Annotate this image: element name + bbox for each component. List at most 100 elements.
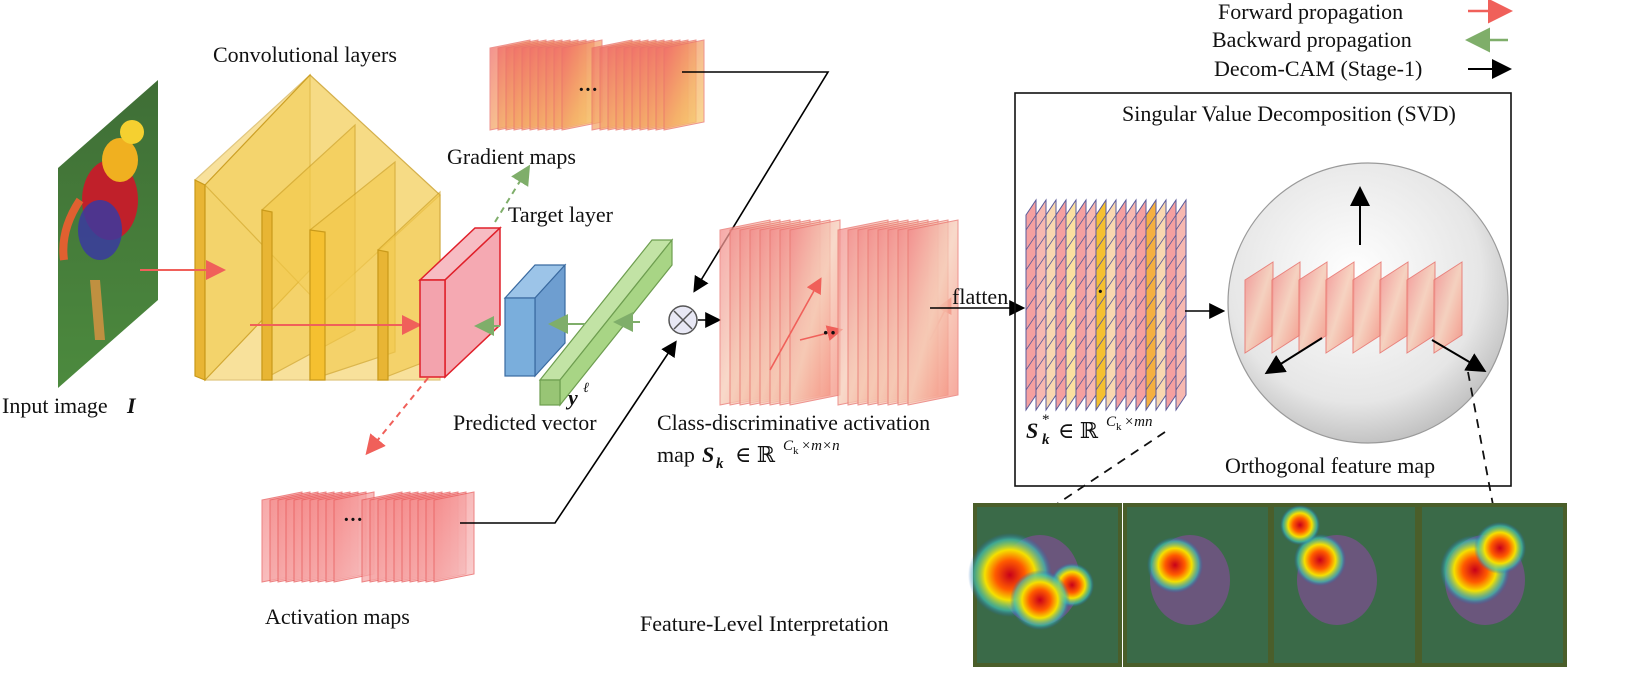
- flattened-map-cell-line: [1045, 274, 1057, 291]
- svd-title: Singular Value Decomposition (SVD): [1122, 101, 1456, 126]
- flattened-map-cell-line: [1085, 314, 1097, 331]
- flattened-map-strip: [1145, 198, 1157, 412]
- activation-maps-stack-2: [361, 491, 475, 583]
- flattened-map-cell-line: [1165, 294, 1177, 311]
- flattened-map-cell-line: [1115, 214, 1127, 231]
- flattened-map-strip: [1165, 198, 1177, 412]
- flattened-map-cell-line: [1155, 274, 1167, 291]
- flattened-map-cell-line: [1085, 254, 1097, 271]
- flattened-map-cell-line: [1035, 294, 1047, 311]
- flattened-map-cell-line: [1045, 354, 1057, 371]
- flattened-map-cell-line: [1055, 294, 1067, 311]
- flattened-map-cell-line: [1035, 254, 1047, 271]
- flattened-map-strip: [1075, 198, 1087, 412]
- conv-block: [194, 73, 441, 382]
- flattened-map-cell-line: [1105, 314, 1117, 331]
- activation-maps-label: Activation maps: [265, 604, 410, 629]
- flattened-map-cell-line: [1075, 334, 1087, 351]
- flattened-map-cell-line: [1155, 354, 1167, 371]
- flattened-map-cell-line: [1125, 354, 1137, 371]
- flattened-map-cell-line: [1025, 214, 1037, 231]
- flatten-label: flatten: [952, 284, 1008, 309]
- flattened-map-cell-line: [1115, 234, 1127, 251]
- axis-right-arrow: [1431, 339, 1487, 373]
- flattened-map-cell-line: [1145, 254, 1157, 271]
- heatmap-blob: [1147, 537, 1203, 593]
- flattened-map-cell-line: [1085, 354, 1097, 371]
- flattened-map-cell-line: [1105, 274, 1117, 291]
- flattened-map-cell-line: [1095, 334, 1107, 351]
- flattened-map-cell-line: [1105, 374, 1117, 391]
- flattened-map-cell-line: [1025, 294, 1037, 311]
- flattened-map-cell-line: [1135, 234, 1147, 251]
- flattened-map-cell-line: [1115, 354, 1127, 371]
- flattened-map-cell-line: [1095, 214, 1107, 231]
- flattened-map-cell-line: [1165, 314, 1177, 331]
- flattened-map-cell-line: [1165, 254, 1177, 271]
- flattened-map-cell-line: [1025, 254, 1037, 271]
- flattened-map-cell-line: [1045, 294, 1057, 311]
- flattened-map-cell-line: [1055, 314, 1067, 331]
- flattened-map-cell-line: [1125, 234, 1137, 251]
- flattened-map-cell-line: [1055, 254, 1067, 271]
- flattened-map-cell-line: [1065, 334, 1077, 351]
- flattened-map-cell-line: [1135, 214, 1147, 231]
- flattened-map-cell-line: [1045, 334, 1057, 351]
- flattened-map-cell-line: [1165, 234, 1177, 251]
- cd-maps-ellipsis: ··: [822, 320, 837, 345]
- activation-dashed-arrow: [365, 377, 429, 456]
- cd-maps-stack-2: [837, 219, 959, 406]
- gradient-maps-ellipsis: ···: [578, 79, 598, 101]
- legend-decom-label: Decom-CAM (Stage-1): [1214, 56, 1422, 81]
- flattened-map-cell-line: [1125, 274, 1137, 291]
- flattened-map-strip: [1035, 198, 1047, 412]
- orthogonal-label: Orthogonal feature map: [1225, 453, 1435, 478]
- svg-text:S: S: [702, 442, 714, 467]
- flattened-map-cell-line: [1125, 254, 1137, 271]
- heatmap-blob: [1474, 522, 1526, 574]
- flattened-map-cell-line: [1115, 314, 1127, 331]
- flattened-map-cell-line: [1055, 374, 1067, 391]
- flattened-map-cell-line: [1065, 214, 1077, 231]
- flattened-map-cell-line: [1135, 314, 1147, 331]
- flattened-map-cell-line: [1075, 294, 1087, 311]
- flattened-map-cell-line: [1045, 214, 1057, 231]
- cd-map-vector-arrow: [799, 325, 844, 341]
- svg-text:×m×n: ×m×n: [801, 438, 840, 454]
- svg-text:k: k: [1116, 421, 1122, 433]
- flattened-map-cell-line: [1045, 374, 1057, 391]
- flattened-map-cell-line: [1175, 254, 1187, 271]
- flattened-map-cell-line: [1075, 374, 1087, 391]
- flattened-map-cell-line: [1095, 234, 1107, 251]
- flattened-map-strip: [1125, 198, 1137, 412]
- flattened-map-cell-line: [1105, 354, 1117, 371]
- flattened-map-cell-line: [1115, 294, 1127, 311]
- orthogonal-maps: [1244, 261, 1463, 354]
- input-image-symbol: I: [126, 393, 137, 418]
- flattened-map-cell-line: [1075, 254, 1087, 271]
- flattened-map-cell-line: [1045, 314, 1057, 331]
- cd-label-line2: map S k ∈ ℝ C k ×m×n: [657, 438, 840, 472]
- flattened-map-cell-line: [1115, 274, 1127, 291]
- flattened-map-cell-line: [1145, 354, 1157, 371]
- flattened-map-cell-line: [1025, 334, 1037, 351]
- flattened-map-cell-line: [1135, 354, 1147, 371]
- flattened-map-cell-line: [1025, 274, 1037, 291]
- flattened-map-strip: [1045, 198, 1057, 412]
- flattened-map-strip: [1115, 198, 1127, 412]
- flattened-map-strip: [1175, 198, 1187, 412]
- flattened-map-cell-line: [1035, 354, 1047, 371]
- svg-text:*: *: [1042, 412, 1050, 428]
- y-symbol: y: [565, 385, 578, 410]
- flattened-map-cell-line: [1175, 334, 1187, 351]
- flattened-map-cell-line: [1035, 274, 1047, 291]
- heatmap-thumbnail: [1123, 503, 1272, 667]
- svd-box: [1014, 92, 1512, 487]
- flattened-map-cell-line: [1105, 234, 1117, 251]
- target-layer-block: [418, 226, 502, 379]
- heatmap-blob: [1294, 534, 1346, 586]
- flattened-map-cell-line: [1155, 314, 1167, 331]
- feature-level-label: Feature-Level Interpretation: [640, 611, 889, 636]
- flattened-map-strip: [1105, 198, 1117, 412]
- flattened-map-strip: [1065, 198, 1077, 412]
